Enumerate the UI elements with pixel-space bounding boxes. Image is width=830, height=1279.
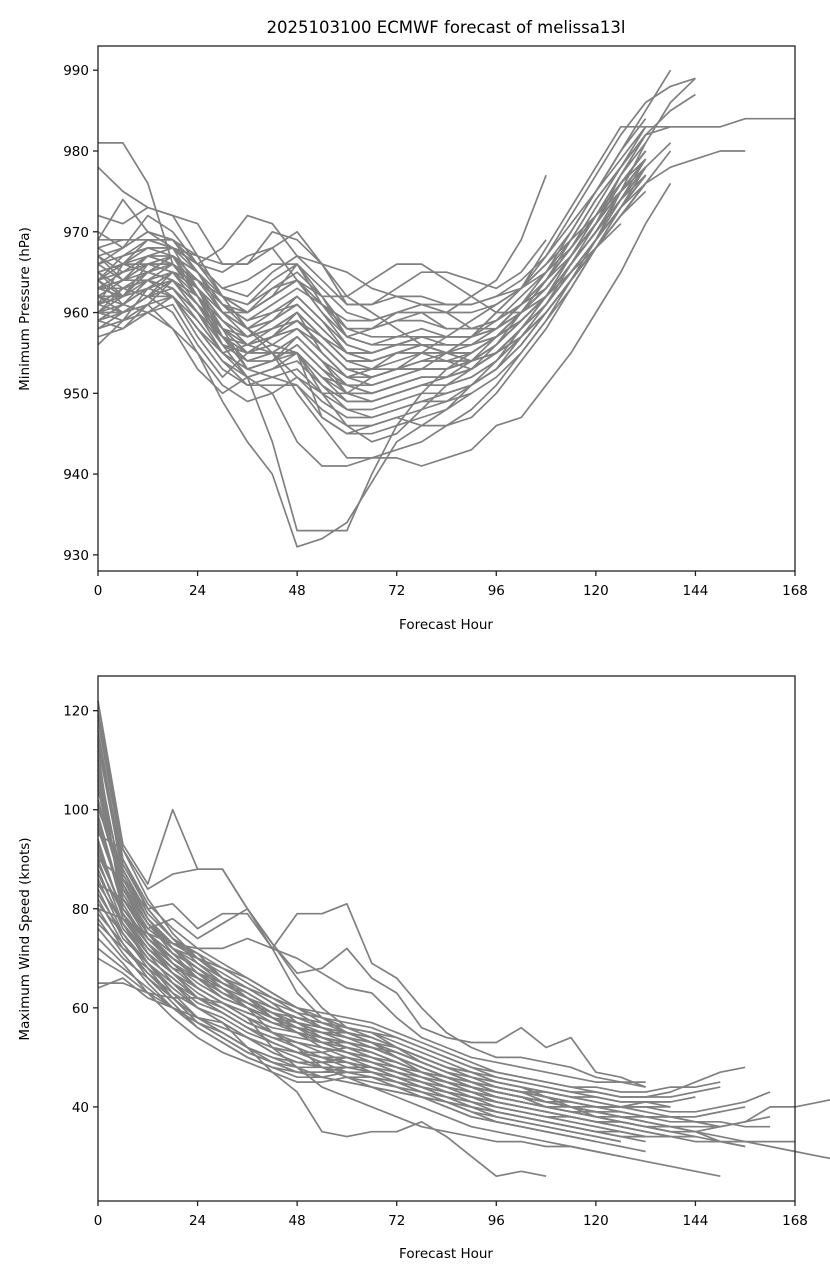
wind-series-line-m39 <box>97 893 621 1143</box>
pressure-series-line-m45 <box>97 158 647 362</box>
wind-series-line-m23 <box>97 779 721 1118</box>
pressure-y-tick-label: 960 <box>63 306 89 322</box>
wind-x-tick-label: 144 <box>683 1213 709 1229</box>
wind-y-ticks: 40 60 80 100 120 <box>63 704 98 1116</box>
pressure-series-line-m49 <box>97 182 647 411</box>
pressure-series-group <box>97 69 795 548</box>
wind-x-axis-label: Forecast Hour <box>399 1246 493 1262</box>
wind-y-tick-label: 80 <box>72 902 89 918</box>
wind-panel: 0 24 48 72 96 120 144 168 40 60 80 100 120 Forecast… <box>17 675 830 1262</box>
pressure-x-tick-label: 48 <box>289 583 306 599</box>
pressure-series-line-m48 <box>97 174 647 395</box>
wind-series-line-m37 <box>97 844 646 1138</box>
wind-series-line-m50 <box>97 922 597 1143</box>
pressure-x-axis-label: Forecast Hour <box>399 617 493 633</box>
pressure-series-line-m50 <box>97 166 647 330</box>
pressure-x-tick-label: 0 <box>94 583 103 599</box>
wind-series-line-m4 <box>97 883 646 1088</box>
pressure-x-tick-label: 144 <box>683 583 709 599</box>
pressure-x-ticks: 0 24 48 72 96 120 144 168 <box>94 571 808 599</box>
wind-series-line-m48 <box>97 883 646 1128</box>
wind-y-tick-label: 40 <box>72 1100 89 1116</box>
pressure-y-axis-label: Minimum Pressure (hPa) <box>17 227 33 391</box>
pressure-series-line-m11 <box>97 134 647 548</box>
pressure-x-tick-label: 168 <box>782 583 808 599</box>
wind-series-line-m13 <box>97 799 746 1118</box>
pressure-series-line-m28 <box>97 166 647 435</box>
chart-title: 2025103100 ECMWF forecast of melissa13l <box>267 18 626 37</box>
wind-series-line-m42 <box>97 740 746 1098</box>
pressure-panel: 0 24 48 72 96 120 144 168 930 940 950 960 970 980 990… <box>17 45 808 633</box>
pressure-x-tick-label: 72 <box>388 583 405 599</box>
wind-series-line-m47 <box>97 863 646 1118</box>
wind-x-tick-label: 48 <box>289 1213 306 1229</box>
wind-series-line-m43 <box>97 774 721 1093</box>
pressure-axes-frame <box>97 45 796 572</box>
wind-x-tick-label: 120 <box>583 1213 609 1229</box>
pressure-y-tick-label: 940 <box>63 467 89 483</box>
wind-axes-frame <box>97 675 796 1202</box>
pressure-series-line-m51 <box>97 166 647 354</box>
wind-y-axis-label: Maximum Wind Speed (knots) <box>17 837 33 1040</box>
wind-series-line-m44 <box>97 804 721 1098</box>
pressure-y-tick-label: 990 <box>63 63 89 79</box>
wind-y-tick-label: 60 <box>72 1001 89 1017</box>
wind-series-line-m49 <box>97 903 621 1133</box>
wind-x-tick-label: 168 <box>782 1213 808 1229</box>
wind-series-line-m3 <box>97 858 646 1088</box>
wind-series-line-m51 <box>97 957 621 1158</box>
pressure-series-line-m12 <box>98 117 795 532</box>
wind-series-line-m26 <box>97 858 696 1108</box>
pressure-series-line-m13 <box>97 150 746 435</box>
pressure-x-tick-label: 120 <box>583 583 609 599</box>
pressure-y-tick-label: 930 <box>63 548 89 564</box>
wind-series-group <box>97 700 830 1178</box>
pressure-y-tick-label: 950 <box>63 386 89 402</box>
wind-series-line-m5 <box>97 908 646 1083</box>
pressure-series-line-m46 <box>97 174 647 379</box>
wind-x-ticks: 0 24 48 72 96 120 144 168 <box>94 1201 808 1229</box>
wind-series-line-m21 <box>97 735 771 1113</box>
wind-y-tick-label: 100 <box>63 803 89 819</box>
wind-series-line-m46 <box>97 853 646 1113</box>
pressure-y-tick-label: 980 <box>63 144 89 160</box>
pressure-y-ticks: 930 940 950 960 970 980 990 <box>63 63 98 564</box>
wind-x-tick-label: 24 <box>189 1213 206 1229</box>
wind-series-line-m12 <box>97 720 771 1133</box>
wind-series-line-m18 <box>97 908 671 1138</box>
wind-x-tick-label: 72 <box>388 1213 405 1229</box>
wind-y-tick-label: 120 <box>63 704 89 720</box>
pressure-x-tick-label: 24 <box>189 583 206 599</box>
wind-x-tick-label: 0 <box>94 1213 103 1229</box>
pressure-x-tick-label: 96 <box>488 583 505 599</box>
wind-series-line-m22 <box>97 760 746 1148</box>
pressure-y-tick-label: 970 <box>63 225 89 241</box>
pressure-series-line-m42 <box>97 303 472 419</box>
wind-series-line-m45 <box>97 824 671 1103</box>
wind-x-tick-label: 96 <box>488 1213 505 1229</box>
